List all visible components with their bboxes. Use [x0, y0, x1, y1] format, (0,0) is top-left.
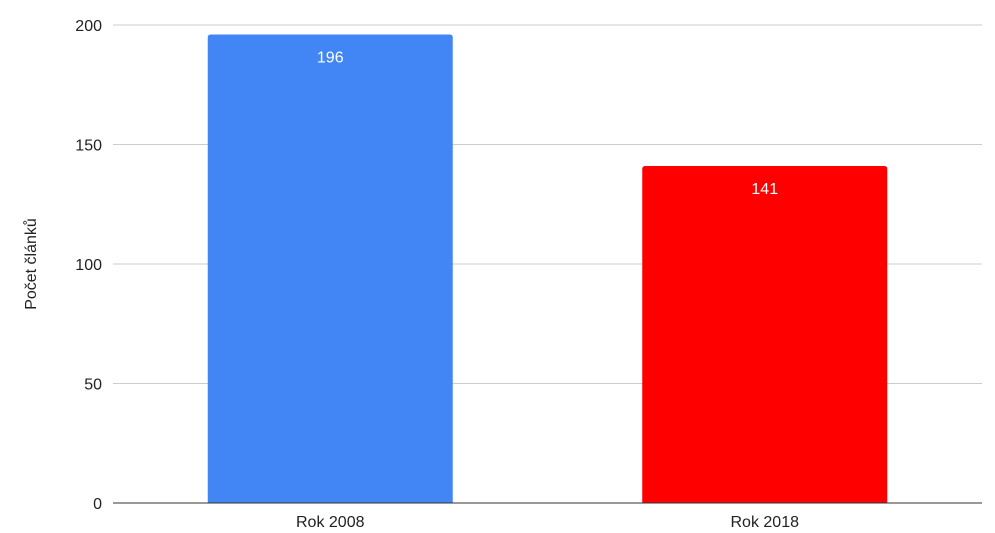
y-tick-label: 200: [75, 18, 102, 35]
data-labels: 196 141: [317, 50, 778, 198]
bars: [207, 34, 888, 504]
y-tick-label: 100: [75, 257, 102, 274]
data-label: 196: [317, 50, 344, 67]
data-label: 141: [751, 181, 778, 198]
bar-rok-2008: [207, 34, 453, 504]
y-axis-ticks: 0 50 100 150 200: [75, 18, 102, 513]
x-tick-label: Rok 2018: [731, 514, 800, 531]
y-tick-label: 150: [75, 138, 102, 155]
y-tick-label: 0: [93, 496, 102, 513]
y-tick-label: 50: [84, 377, 102, 394]
bar-rok-2018: [642, 166, 888, 503]
x-axis-ticks: Rok 2008 Rok 2018: [296, 514, 799, 531]
y-axis-title: Počet článků: [22, 218, 40, 310]
x-tick-label: Rok 2008: [296, 514, 365, 531]
